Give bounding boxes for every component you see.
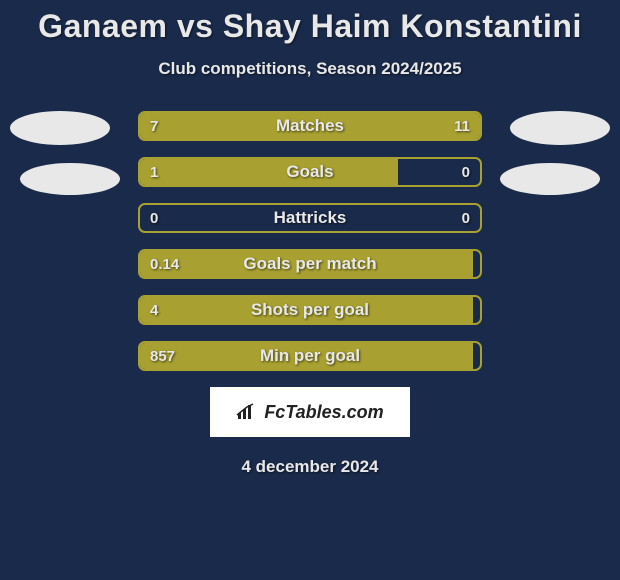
subtitle: Club competitions, Season 2024/2025 bbox=[0, 59, 620, 79]
player-right-oval-2 bbox=[500, 163, 600, 195]
bar-row: 0.14Goals per match bbox=[138, 249, 482, 279]
bar-fill-left bbox=[140, 113, 269, 139]
bar-fill-left bbox=[140, 159, 398, 185]
bar-fill-right bbox=[269, 113, 480, 139]
logo-box: FcTables.com bbox=[210, 387, 410, 437]
bar-value-left: 1 bbox=[150, 159, 158, 185]
bar-fill-left bbox=[140, 251, 473, 277]
comparison-chart: 711Matches10Goals00Hattricks0.14Goals pe… bbox=[0, 111, 620, 371]
date-line: 4 december 2024 bbox=[0, 457, 620, 477]
player-left-oval-2 bbox=[20, 163, 120, 195]
bar-value-left: 7 bbox=[150, 113, 158, 139]
bar-fill-left bbox=[140, 297, 473, 323]
page-title: Ganaem vs Shay Haim Konstantini bbox=[0, 0, 620, 45]
bar-value-right: 11 bbox=[454, 113, 470, 139]
bar-row: 857Min per goal bbox=[138, 341, 482, 371]
bar-value-left: 4 bbox=[150, 297, 158, 323]
player-left-oval-1 bbox=[10, 111, 110, 145]
bar-value-right: 0 bbox=[462, 159, 470, 185]
bar-row: 711Matches bbox=[138, 111, 482, 141]
bar-value-left: 0 bbox=[150, 205, 158, 231]
chart-icon bbox=[236, 403, 258, 421]
bar-fill-left bbox=[140, 343, 473, 369]
bar-value-left: 0.14 bbox=[150, 251, 179, 277]
bar-row: 4Shots per goal bbox=[138, 295, 482, 325]
bar-label: Hattricks bbox=[140, 205, 480, 231]
bar-row: 0 0Hattricks bbox=[138, 203, 482, 233]
logo-text: FcTables.com bbox=[264, 402, 383, 423]
bar-row: 10Goals bbox=[138, 157, 482, 187]
bars-container: 711Matches10Goals00Hattricks0.14Goals pe… bbox=[138, 111, 482, 371]
bar-value-left: 857 bbox=[150, 343, 175, 369]
bar-value-right: 0 bbox=[462, 205, 470, 231]
player-right-oval-1 bbox=[510, 111, 610, 145]
